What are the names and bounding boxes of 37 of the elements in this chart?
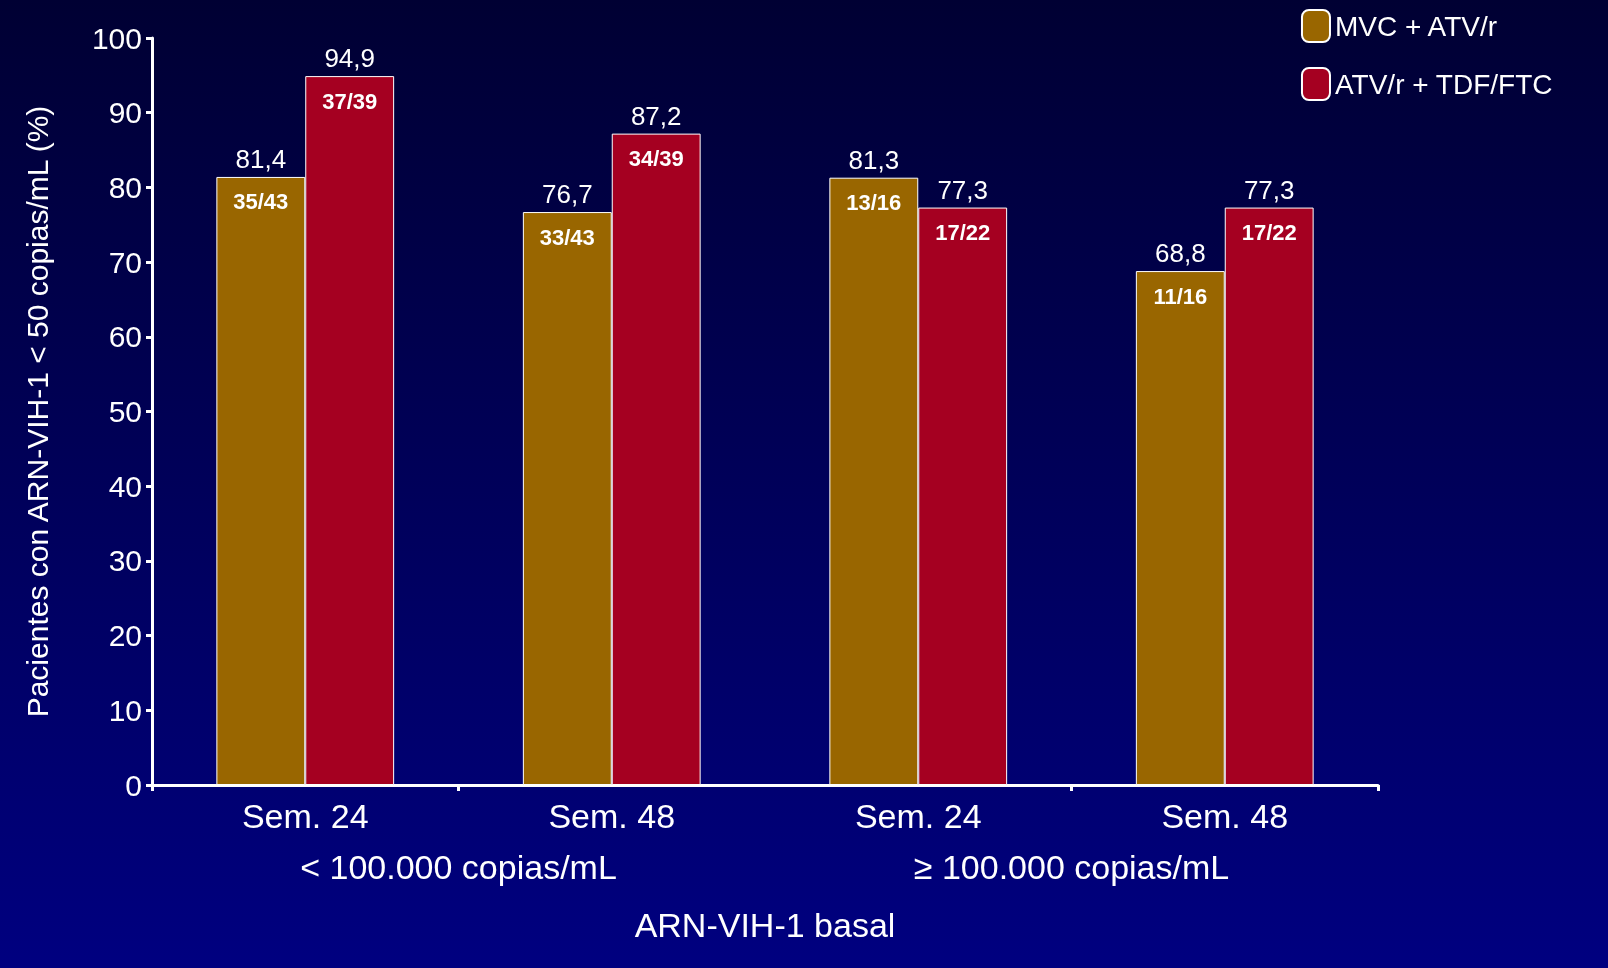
annotation: 33/43	[539, 224, 595, 250]
annotation: 17/22	[1241, 220, 1297, 246]
y-tick-label: 10	[108, 693, 142, 727]
annotation: 37/39	[322, 88, 378, 114]
annotation: 34/39	[628, 146, 684, 172]
y-tick-label: 80	[108, 170, 142, 204]
x-tick-label: Sem. 48	[1161, 797, 1289, 835]
data-label: 68,8	[1155, 238, 1206, 269]
y-tick-label: 60	[108, 320, 142, 354]
data-label: 77,3	[1243, 174, 1295, 205]
text: ≥ 100.000 copias/mL	[913, 848, 1230, 886]
x-tick-label: Sem. 48	[548, 797, 676, 835]
data-label: 94,9	[324, 43, 375, 74]
data-label: 76,7	[542, 179, 593, 210]
data-label: 81,3	[848, 144, 900, 175]
data-label: 77,3	[937, 174, 988, 205]
y-tick-label: 30	[108, 544, 142, 578]
y-tick-label: 90	[108, 96, 142, 130]
x-tick-label: Sem. 24	[241, 797, 369, 835]
x-axis-title: ARN-VIH-1 basal	[634, 906, 896, 944]
annotation: 13/16	[846, 190, 902, 216]
annotation: 11/16	[1153, 283, 1208, 309]
legend-label: ATV/r + TDF/FTC	[1334, 68, 1553, 100]
legend-label: MVC + ATV/r	[1334, 10, 1498, 42]
y-tick-label: 40	[108, 469, 142, 503]
y-tick-label: 0	[125, 768, 142, 802]
y-tick-label: 50	[108, 395, 142, 428]
y-axis-title: Pacientes con ARN-VIH-1 < 50 copias/mL (%)	[20, 105, 54, 718]
y-tick-label: 70	[108, 245, 142, 279]
data-label: 87,2	[630, 100, 682, 131]
y-tick-label: 20	[108, 619, 142, 653]
data-label: 81,4	[235, 143, 287, 174]
annotation: 35/43	[233, 189, 289, 215]
text: < 100.000 copias/mL	[300, 848, 617, 886]
y-tick-label: 100	[91, 21, 142, 55]
annotation: 17/22	[935, 220, 991, 246]
x-tick-label: Sem. 24	[854, 797, 982, 835]
